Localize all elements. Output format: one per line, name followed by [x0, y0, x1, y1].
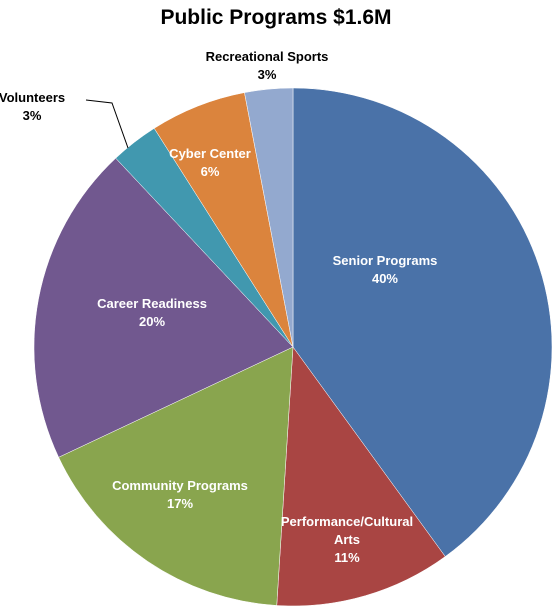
slice-value: 3%: [257, 67, 277, 82]
slice-value: 3%: [22, 108, 42, 123]
slice-name: Community Programs: [112, 478, 248, 493]
slice-label: Career Readiness 20%: [97, 295, 207, 331]
slice-value: 6%: [200, 164, 220, 179]
slice-name: Performance/Cultural Arts: [280, 514, 414, 547]
slice-value: 20%: [138, 314, 166, 329]
pie-slice: [244, 87, 294, 348]
slice-value: 40%: [371, 271, 399, 286]
slice-label: Community Programs 17%: [112, 477, 248, 513]
slice-label: Recreational Sports 3%: [206, 48, 329, 84]
slice-label: Cyber Center 6%: [169, 145, 251, 181]
slice-label: Performance/Cultural Arts 11%: [272, 513, 422, 567]
slice-label: Volunteers 3%: [0, 89, 65, 125]
slice-value: 17%: [166, 496, 194, 511]
slice-name: Cyber Center: [169, 146, 251, 161]
pie-slice: [58, 346, 294, 606]
slice-name: Volunteers: [0, 90, 66, 105]
slice-name: Senior Programs: [332, 253, 438, 268]
chart-title: Public Programs $1.6M: [160, 6, 392, 29]
pie-slice: [292, 87, 552, 557]
pie-slice: [33, 157, 294, 458]
slice-name: Recreational Sports: [205, 49, 329, 64]
slice-label: Senior Programs 40%: [333, 252, 438, 288]
leader-line: [85, 99, 129, 149]
slice-value: 11%: [334, 550, 360, 565]
slice-name: Career Readiness: [97, 296, 207, 311]
